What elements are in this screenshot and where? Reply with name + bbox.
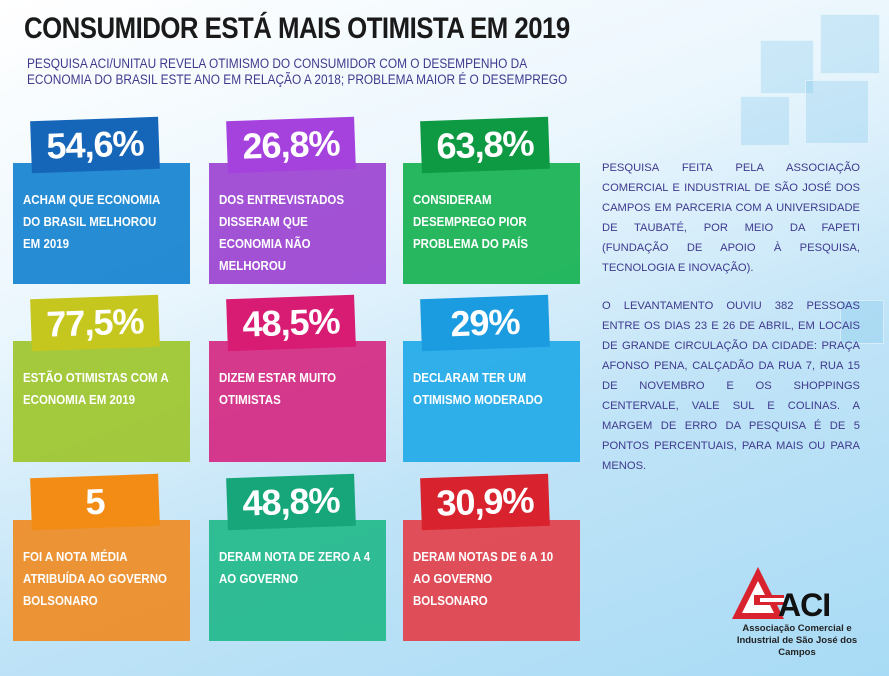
stat-card-box — [209, 163, 386, 284]
stat-card-box — [209, 520, 386, 641]
survey-info-paragraph: PESQUISA FEITA PELA ASSOCIAÇÃO COMERCIAL… — [602, 162, 860, 274]
stat-description: DIZEM ESTAR MUITO OTIMISTAS — [219, 371, 337, 407]
aci-logo: ACI Associação Comercial e Industrial de… — [730, 565, 870, 659]
page-subtitle: PESQUISA ACI/UNITAU REVELA OTIMISMO DO C… — [27, 56, 568, 87]
stat-value-badge: 48,8% — [226, 473, 356, 531]
stat-card-very-optimistic: 48,5% DIZEM ESTAR MUITO OTIMISTAS — [209, 294, 386, 464]
logo-organization-name: Associação Comercial e Industrial de São… — [736, 623, 858, 658]
stat-description: ESTÃO OTIMISTAS COM A ECONOMIA EM 2019 — [23, 371, 169, 407]
stat-card-box — [209, 341, 386, 462]
stat-description: DOS ENTREVISTADOS DISSERAM QUE ECONOMIA … — [219, 193, 345, 273]
stat-value-badge: 77,5% — [30, 294, 160, 352]
background-cube — [840, 300, 884, 344]
stat-card-economy-not-improved: 26,8% DOS ENTREVISTADOS DISSERAM QUE ECO… — [209, 116, 386, 286]
background-cube — [805, 80, 869, 144]
background-cube — [760, 40, 814, 94]
stat-card-average-grade: 5 FOI A NOTA MÉDIA ATRIBUÍDA AO GOVERNO … — [13, 473, 190, 643]
stat-card-economy-improved: 54,6% ACHAM QUE ECONOMIA DO BRASIL MELHO… — [13, 116, 190, 286]
stat-card-box — [13, 520, 190, 641]
survey-info-paragraph: O LEVANTAMENTO OUVIU 382 PESSOAS ENTRE O… — [602, 300, 860, 472]
survey-info: PESQUISA FEITA PELA ASSOCIAÇÃO COMERCIAL… — [602, 158, 860, 494]
logo-mark: ACI — [730, 565, 870, 623]
stat-card-grade-6-10: 30,9% DERAM NOTAS DE 6 A 10 AO GOVERNO B… — [403, 473, 580, 643]
stat-card-box — [403, 163, 580, 284]
stat-card-box — [13, 163, 190, 284]
stat-card-box — [403, 341, 580, 462]
logo-wordmark: ACI — [778, 587, 831, 623]
stat-card-unemployment: 63,8% CONSIDERAM DESEMPREGO PIOR PROBLEM… — [403, 116, 580, 286]
stat-card-box — [403, 520, 580, 641]
stat-value-badge: 29% — [420, 294, 550, 352]
stat-value-badge: 54,6% — [30, 116, 160, 174]
stat-description: ACHAM QUE ECONOMIA DO BRASIL MELHOROU EM… — [23, 193, 160, 251]
stat-card-optimistic: 77,5% ESTÃO OTIMISTAS COM A ECONOMIA EM … — [13, 294, 190, 464]
stat-description: CONSIDERAM DESEMPREGO PIOR PROBLEMA DO P… — [413, 193, 529, 251]
stat-description: DECLARAM TER UM OTIMISMO MODERADO — [413, 371, 543, 407]
stat-value-badge: 63,8% — [420, 116, 550, 174]
stat-description: DERAM NOTAS DE 6 A 10 AO GOVERNO BOLSONA… — [413, 550, 554, 608]
page-title: CONSUMIDOR ESTÁ MAIS OTIMISTA EM 2019 — [24, 12, 570, 45]
stat-value-badge: 5 — [30, 473, 160, 531]
stat-card-box — [13, 341, 190, 462]
stat-value-badge: 26,8% — [226, 116, 356, 174]
stat-description: DERAM NOTA DE ZERO A 4 AO GOVERNO — [219, 550, 371, 586]
stat-card-moderate-optimism: 29% DECLARAM TER UM OTIMISMO MODERADO — [403, 294, 580, 464]
background-cube — [820, 14, 880, 74]
stat-value-badge: 48,5% — [226, 294, 356, 352]
stat-value-badge: 30,9% — [420, 473, 550, 531]
background-cube — [740, 96, 790, 146]
stat-description: FOI A NOTA MÉDIA ATRIBUÍDA AO GOVERNO BO… — [23, 550, 167, 608]
stat-card-grade-0-4: 48,8% DERAM NOTA DE ZERO A 4 AO GOVERNO — [209, 473, 386, 643]
aci-logo-icon — [732, 567, 784, 619]
